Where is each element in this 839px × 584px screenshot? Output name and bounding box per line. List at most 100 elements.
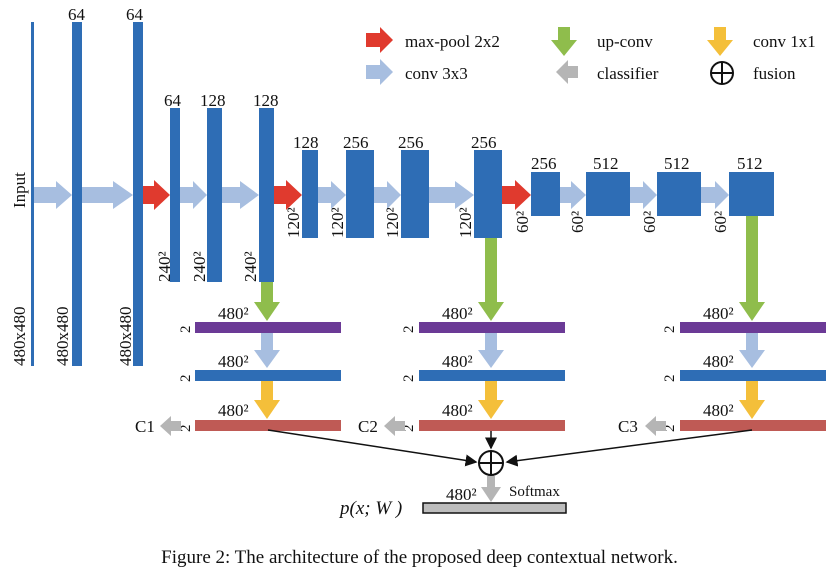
conv-bar [680, 370, 826, 381]
fusion-icon [710, 61, 734, 85]
class-label-c1: C1 [135, 417, 155, 436]
classifier-bar [680, 420, 826, 431]
conv1x1-arrow [254, 381, 280, 419]
branch2-upconv-ch: 2 [401, 326, 417, 334]
conv-bar [419, 370, 565, 381]
stage4-channel-label-0: 256 [531, 154, 557, 173]
maxpool-arrow-icon [366, 27, 393, 53]
conv3x3-arrow-icon [366, 59, 393, 85]
legend-fusion-label: fusion [753, 64, 796, 83]
conv-block [259, 108, 274, 282]
stage3-channel-label-3: 256 [471, 133, 497, 152]
maxpool-arrow [143, 180, 170, 210]
legend-classifier-label: classifier [597, 64, 659, 83]
stage3-channel-label-0: 128 [293, 133, 319, 152]
conv1x1-arrow [739, 381, 765, 419]
branch1-upconv-res: 480² [218, 304, 249, 323]
conv1x1-arrow-icon [707, 27, 733, 56]
stage3-size-label-1: 120² [328, 207, 347, 238]
legend-maxpool-label: max-pool 2x2 [405, 32, 500, 51]
branch1-cls-res: 480² [218, 401, 249, 420]
classifier-arrow [160, 416, 181, 436]
legend: max-pool 2x2 up-conv conv 1x1 conv 3x3 c… [366, 27, 816, 85]
conv3x3-arrow [82, 181, 133, 209]
stage3-channel-label-1: 256 [343, 133, 369, 152]
conv3x3-arrow [701, 181, 729, 209]
class-label-c2: C2 [358, 417, 378, 436]
stage-3: 128 120² 256 120² 256 120² 256 120² [284, 133, 531, 238]
branch3-upconv-ch: 2 [662, 326, 678, 334]
stage1-channel-label-1: 64 [126, 5, 144, 24]
conv-block [302, 150, 318, 238]
stage4-size-label-0: 60² [513, 211, 532, 233]
class-label-c3: C3 [618, 417, 638, 436]
branch-1: 480² 2 480² 2 480² 2 C1 [135, 282, 341, 436]
stage4-size-label-3: 60² [711, 211, 730, 233]
conv-block [474, 150, 502, 238]
output-res: 480² [446, 485, 477, 504]
conv3x3-arrow [318, 181, 346, 209]
stage2-channel-label-0: 64 [164, 91, 182, 110]
conv-bar [195, 370, 341, 381]
stage2-channel-label-1: 128 [200, 91, 226, 110]
conv3x3-arrow [222, 181, 259, 209]
legend-upconv-label: up-conv [597, 32, 653, 51]
stage4-channel-label-3: 512 [737, 154, 763, 173]
conv-block [170, 108, 180, 282]
branch3-cls-ch: 2 [662, 425, 678, 433]
conv3x3-arrow [254, 333, 280, 368]
classifier-arrow-icon [556, 60, 578, 84]
stage1-size-label-1: 480x480 [53, 307, 72, 367]
stage2-size-label-1: 240² [190, 251, 209, 282]
conv-block [207, 108, 222, 282]
stage3-size-label-3: 120² [456, 207, 475, 238]
branch1-conv-res: 480² [218, 352, 249, 371]
stage1-size-label-0: 480x480 [10, 307, 29, 367]
legend-conv1x1-label: conv 1x1 [753, 32, 816, 51]
stage4-size-label-1: 60² [568, 211, 587, 233]
output: 480² Softmax p(x; W ) [338, 476, 567, 519]
upconv-arrow [254, 282, 280, 321]
output-label: p(x; W ) [338, 498, 402, 519]
stage4-channel-label-2: 512 [664, 154, 690, 173]
stage3-size-label-0: 120² [284, 207, 303, 238]
upconv-bar [680, 322, 826, 333]
conv-block [531, 172, 560, 216]
stage2-channel-label-2: 128 [253, 91, 279, 110]
branch-2: 480² 2 480² 2 480² 2 C2 [358, 238, 565, 436]
stage-2: 64 240² 128 240² 128 240² [155, 91, 302, 282]
conv1x1-arrow [478, 381, 504, 419]
legend-conv3x3-label: conv 3x3 [405, 64, 468, 83]
conv3x3-arrow [478, 333, 504, 368]
conv3x3-arrow [739, 333, 765, 368]
branch2-conv-res: 480² [442, 352, 473, 371]
classifier-bar [195, 420, 341, 431]
softmax-arrow [481, 476, 501, 502]
stage1-channel-label-0: 64 [68, 5, 86, 24]
stage2-size-label-0: 240² [155, 251, 174, 282]
stage-4: 256 60² 512 60² 512 60² 512 60² [513, 154, 774, 233]
conv-block [72, 22, 82, 366]
branch3-conv-res: 480² [703, 352, 734, 371]
branch3-upconv-res: 480² [703, 304, 734, 323]
classifier-arrow [384, 416, 405, 436]
input-layer [31, 22, 34, 366]
input-label: Input [10, 172, 29, 208]
branch-3: 480² 2 480² 2 480² 2 C3 [618, 216, 826, 436]
conv3x3-arrow [180, 181, 207, 209]
conv-block [586, 172, 630, 216]
conv-block [346, 150, 374, 238]
branch2-conv-ch: 2 [401, 375, 417, 383]
conv3x3-arrow [630, 181, 657, 209]
upconv-arrow [478, 238, 504, 321]
conv3x3-arrow [34, 181, 72, 209]
branch1-cls-ch: 2 [178, 425, 194, 433]
figure-caption: Figure 2: The architecture of the propos… [161, 547, 678, 568]
upconv-bar [419, 322, 565, 333]
conv-block [657, 172, 701, 216]
conv3x3-arrow [374, 181, 401, 209]
conv-block [729, 172, 774, 216]
softmax-label: Softmax [509, 484, 560, 500]
classifier-arrow [645, 416, 666, 436]
